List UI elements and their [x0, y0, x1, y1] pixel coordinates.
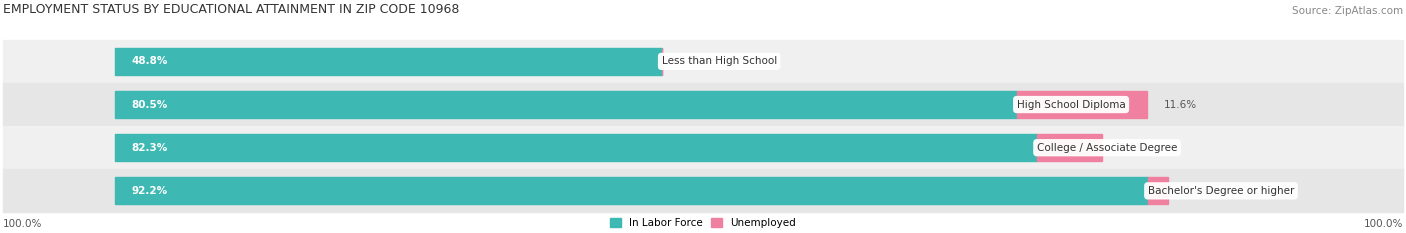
Legend: In Labor Force, Unemployed: In Labor Force, Unemployed [606, 214, 800, 233]
Text: High School Diploma: High School Diploma [1017, 99, 1125, 110]
Text: 80.5%: 80.5% [132, 99, 167, 110]
Bar [115, 178, 1147, 204]
Bar [1147, 178, 1168, 204]
Text: 100.0%: 100.0% [3, 219, 42, 229]
Text: 100.0%: 100.0% [1364, 219, 1403, 229]
Text: 82.3%: 82.3% [132, 143, 167, 153]
Text: 0.0%: 0.0% [678, 56, 704, 66]
Text: Bachelor's Degree or higher: Bachelor's Degree or higher [1147, 186, 1294, 196]
Text: College / Associate Degree: College / Associate Degree [1036, 143, 1177, 153]
Bar [115, 91, 1017, 118]
Text: 11.6%: 11.6% [1164, 99, 1197, 110]
Text: 48.8%: 48.8% [132, 56, 167, 66]
Text: 1.8%: 1.8% [1185, 186, 1211, 196]
Bar [3, 169, 1403, 212]
Text: Less than High School: Less than High School [662, 56, 776, 66]
Bar [115, 48, 662, 75]
Bar [115, 134, 1036, 161]
Bar [1036, 134, 1102, 161]
Text: Source: ZipAtlas.com: Source: ZipAtlas.com [1292, 6, 1403, 16]
Text: EMPLOYMENT STATUS BY EDUCATIONAL ATTAINMENT IN ZIP CODE 10968: EMPLOYMENT STATUS BY EDUCATIONAL ATTAINM… [3, 3, 460, 16]
Bar [3, 83, 1403, 126]
Bar [1017, 91, 1147, 118]
Text: 5.8%: 5.8% [1119, 143, 1144, 153]
Bar [3, 126, 1403, 169]
Text: 92.2%: 92.2% [132, 186, 167, 196]
Bar [3, 40, 1403, 83]
